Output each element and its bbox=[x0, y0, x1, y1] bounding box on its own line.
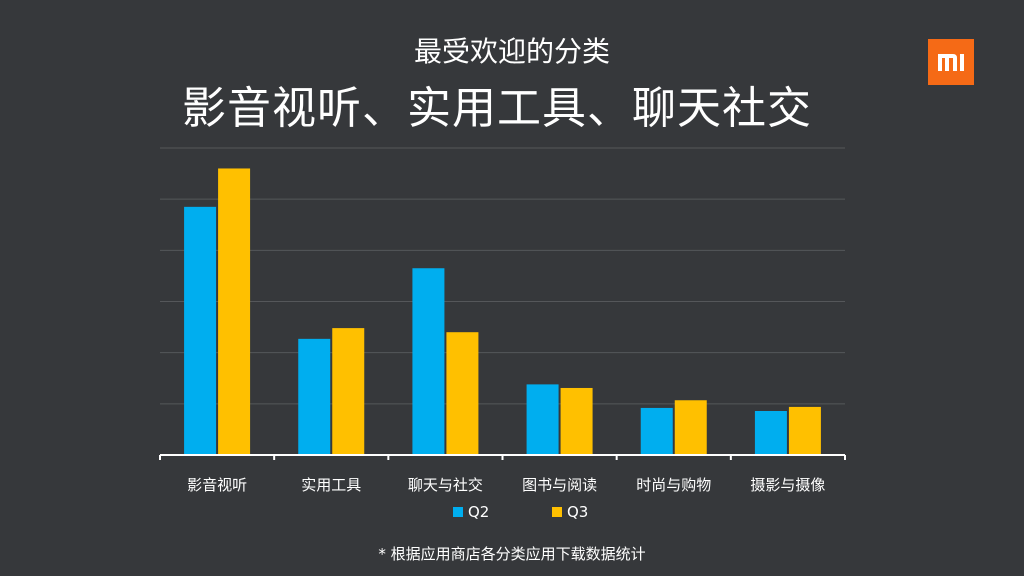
x-tick-label: 实用工具 bbox=[301, 476, 361, 494]
x-tick-label: 摄影与摄像 bbox=[750, 476, 825, 494]
mi-logo bbox=[928, 39, 974, 85]
legend-label-q3: Q3 bbox=[567, 503, 588, 521]
legend-label-q2: Q2 bbox=[468, 503, 489, 521]
footnote: * 根据应用商店各分类应用下载数据统计 bbox=[378, 545, 646, 563]
x-tick-label: 聊天与社交 bbox=[408, 476, 483, 494]
x-tick-label: 时尚与购物 bbox=[636, 476, 711, 494]
bar-q3 bbox=[788, 406, 821, 455]
bar-q3 bbox=[560, 387, 593, 455]
bar-q2 bbox=[640, 407, 673, 455]
x-tick-label: 影音视听 bbox=[187, 476, 247, 494]
bar-q2 bbox=[412, 268, 445, 455]
x-tick-label: 图书与阅读 bbox=[522, 476, 597, 494]
bar-q3 bbox=[218, 168, 251, 455]
bar-q2 bbox=[298, 338, 331, 455]
legend-swatch-q3 bbox=[552, 507, 562, 517]
bar-q3 bbox=[332, 328, 365, 455]
bar-q2 bbox=[754, 410, 787, 455]
bar-q3 bbox=[446, 332, 479, 455]
slide-subtitle: 最受欢迎的分类 bbox=[413, 35, 610, 68]
slide-title: 影音视听、实用工具、聊天社交 bbox=[182, 83, 812, 134]
bar-q2 bbox=[184, 206, 217, 455]
legend-swatch-q2 bbox=[453, 507, 463, 517]
bar-q2 bbox=[526, 384, 559, 455]
bar-q3 bbox=[674, 400, 707, 455]
